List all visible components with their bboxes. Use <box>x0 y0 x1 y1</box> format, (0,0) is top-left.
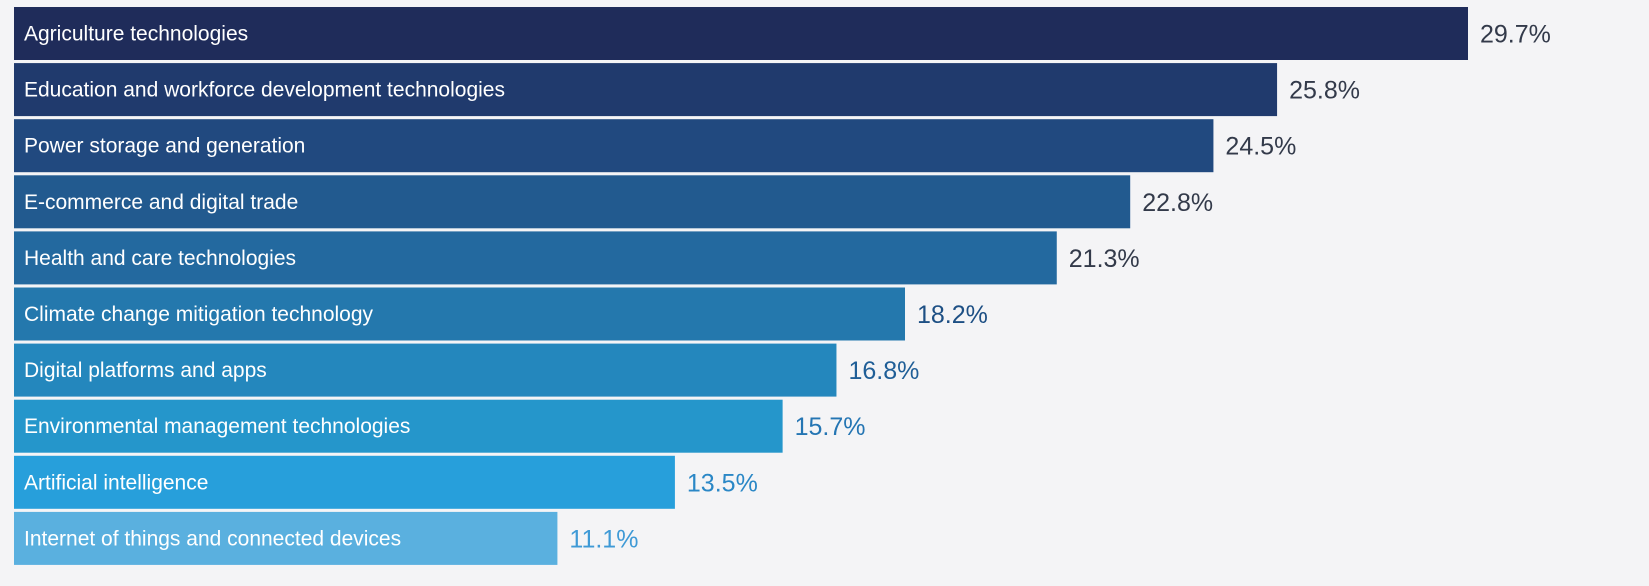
bar-group: Artificial intelligence 13.5% <box>14 455 758 509</box>
bar-value-label: 13.5% <box>687 469 758 497</box>
bar-category-label: Health and care technologies <box>24 247 296 270</box>
bar-group: Power storage and generation 24.5% <box>14 119 1296 173</box>
bar <box>14 231 1057 285</box>
bar-value-label: 16.8% <box>848 357 919 385</box>
bar <box>14 511 558 565</box>
bar-group: Education and workforce development tech… <box>14 63 1360 117</box>
bar-category-label: Artificial intelligence <box>24 471 208 494</box>
bar-category-label: Agriculture technologies <box>24 23 248 46</box>
bar-category-label: Digital platforms and apps <box>24 359 267 382</box>
bar-category-label: Environmental management technologies <box>24 415 410 438</box>
bar <box>14 455 675 509</box>
bar-value-label: 11.1% <box>569 525 638 553</box>
bar-group: Agriculture technologies 29.7% <box>14 7 1551 60</box>
bar-value-label: 29.7% <box>1480 21 1551 49</box>
bar <box>14 7 1468 60</box>
bar <box>14 287 906 341</box>
bar <box>14 175 1131 229</box>
bar <box>14 399 783 453</box>
bar <box>14 343 837 397</box>
bar-category-label: Education and workforce development tech… <box>24 79 505 102</box>
bar-group: E-commerce and digital trade 22.8% <box>14 175 1213 229</box>
bar-value-label: 15.7% <box>795 413 866 441</box>
bar-group: Internet of things and connected devices… <box>14 511 638 565</box>
bar-value-label: 25.8% <box>1289 77 1360 105</box>
bar-value-label: 24.5% <box>1225 133 1296 161</box>
bar-category-label: Climate change mitigation technology <box>24 303 374 326</box>
bar-group: Climate change mitigation technology 18.2… <box>14 287 988 341</box>
bar-value-label: 18.2% <box>917 301 988 329</box>
bar-category-label: E-commerce and digital trade <box>24 191 298 214</box>
bar-category-label: Internet of things and connected devices <box>24 527 401 550</box>
bar-group: Environmental management technologies 15.… <box>14 399 866 453</box>
bar-value-label: 22.8% <box>1142 189 1213 217</box>
bar <box>14 63 1278 117</box>
bar-category-label: Power storage and generation <box>24 135 305 158</box>
bar-group: Health and care technologies 21.3% <box>14 231 1140 285</box>
bar-group: Digital platforms and apps 16.8% <box>14 343 919 397</box>
bar <box>14 119 1214 173</box>
bar-value-label: 21.3% <box>1069 245 1140 273</box>
